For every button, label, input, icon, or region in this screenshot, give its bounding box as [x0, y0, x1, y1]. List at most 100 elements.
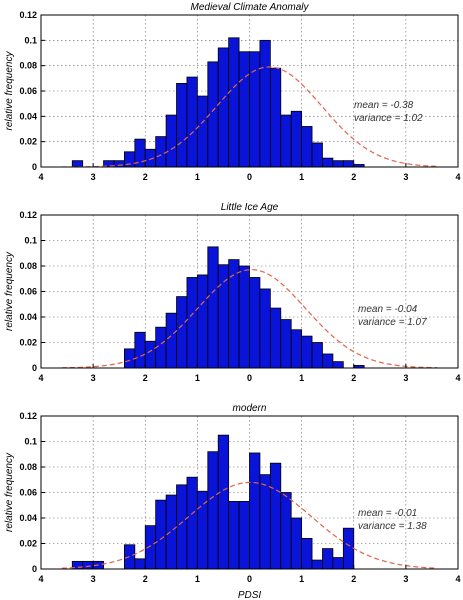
histogram-bar [144, 148, 157, 168]
histogram-bar [238, 501, 250, 570]
histogram-bar [144, 525, 157, 570]
x-tick-label: 1 [299, 373, 304, 383]
y-axis-label: relative frequency [4, 251, 15, 331]
x-tick-label: 2 [351, 172, 356, 182]
y-tick-label: 0.1 [24, 236, 37, 246]
histogram-bar [217, 47, 230, 168]
x-tick-label: 0 [247, 373, 252, 383]
x-axis-label: PDSI [238, 590, 262, 600]
histogram-bar [124, 348, 136, 369]
y-tick-label: 0.06 [19, 488, 37, 498]
x-tick-label: 4 [38, 172, 43, 182]
histogram-bar [332, 160, 344, 168]
y-tick-label: 0 [32, 564, 37, 574]
histogram-bar [259, 288, 271, 369]
histogram-bar [165, 494, 177, 570]
x-tick-label: 2 [143, 172, 148, 182]
x-tick-label: 3 [403, 574, 408, 584]
histogram-bar [249, 452, 261, 570]
histogram-bar [186, 277, 198, 369]
y-tick-label: 0.1 [24, 437, 37, 447]
histogram-bar [217, 434, 230, 570]
y-tick-label: 0.08 [19, 261, 37, 271]
x-tick-label: 0 [247, 172, 252, 182]
y-tick-label: 0.04 [19, 513, 37, 523]
x-tick-label: 4 [38, 574, 43, 584]
y-tick-label: 0.04 [19, 111, 37, 121]
histogram-bar [228, 259, 240, 369]
panel-1: 0 0.02 0.04 0.06 0.08 0.1 0.12 4 3 2 1 0 1 2 3 4 Medieva… [4, 2, 461, 182]
panel-title: Medieval Climate Anomaly [190, 2, 309, 13]
y-tick-label: 0.12 [19, 10, 37, 20]
histogram-bar [82, 560, 94, 570]
x-tick-label: 2 [143, 574, 148, 584]
y-tick-label: 0.06 [19, 287, 37, 297]
histogram-bar [134, 331, 146, 369]
histogram-bar [269, 67, 282, 168]
x-tick-label: 1 [299, 574, 304, 584]
histogram-bar [155, 136, 167, 168]
histogram-bar [228, 37, 240, 168]
histogram-bar [311, 559, 323, 570]
histogram-bar [176, 296, 188, 369]
histogram-bar [155, 326, 167, 369]
histogram-bar [301, 126, 313, 168]
x-tick-label: 3 [91, 373, 96, 383]
x-tick-label: 1 [299, 172, 304, 182]
mean-annotation: mean = -0.38 [354, 100, 414, 111]
y-tick-label: 0.02 [19, 338, 37, 348]
x-tick-label: 2 [351, 574, 356, 584]
histogram-bar [301, 538, 313, 570]
histogram-bar [322, 157, 334, 168]
x-tick-label: 2 [351, 373, 356, 383]
histogram-bar [228, 501, 240, 570]
y-tick-label: 0 [32, 162, 37, 172]
x-tick-label: 3 [91, 574, 96, 584]
histogram-bar [196, 274, 209, 369]
histogram-bar [322, 353, 334, 369]
y-tick-label: 0 [32, 363, 37, 373]
histogram-bar [165, 312, 177, 369]
histogram-bar [311, 342, 323, 369]
histogram-bar [280, 114, 292, 168]
histogram-bar [342, 527, 355, 570]
x-tick-label: 2 [143, 373, 148, 383]
y-tick-label: 0.12 [19, 411, 37, 421]
histogram-bar [113, 160, 125, 168]
histogram-bar [155, 499, 167, 570]
y-axis-label: relative frequency [4, 51, 15, 131]
histogram-bar [301, 335, 313, 369]
variance-annotation: variance = 1.02 [354, 113, 423, 124]
histogram-bar [186, 76, 198, 168]
histogram-bar [259, 39, 271, 168]
panel-title: modern [233, 403, 267, 414]
histogram-bar [238, 51, 250, 168]
histogram-bar [196, 490, 209, 570]
histogram-bar [311, 142, 323, 168]
mean-annotation: mean = -0.01 [358, 508, 417, 519]
panel-2: 0 0.02 0.04 0.06 0.08 0.1 0.12 4 3 2 1 0 1 2 3 4 Little … [4, 202, 461, 383]
histogram-bar [207, 246, 219, 369]
histogram-bar [280, 319, 292, 369]
histogram-bar [176, 484, 188, 570]
histogram-bar [186, 476, 198, 570]
histogram-bar [290, 329, 303, 369]
y-axis-label: relative frequency [4, 452, 15, 532]
y-tick-label: 0.12 [19, 210, 37, 220]
x-tick-label: 4 [38, 373, 43, 383]
histogram-bar [249, 51, 261, 168]
x-tick-label: 4 [455, 373, 460, 383]
histogram-bar [269, 307, 282, 369]
histogram-bar [332, 557, 344, 570]
x-tick-label: 3 [403, 172, 408, 182]
x-tick-label: 4 [455, 574, 460, 584]
normal-fit-curve [61, 481, 438, 569]
y-tick-label: 0.06 [19, 86, 37, 96]
histogram-bar [176, 83, 188, 168]
histogram-bar [259, 474, 271, 570]
y-tick-label: 0.04 [19, 312, 37, 322]
histogram-bar [144, 340, 157, 369]
histogram-bar [342, 160, 355, 168]
y-tick-label: 0.1 [24, 35, 37, 45]
